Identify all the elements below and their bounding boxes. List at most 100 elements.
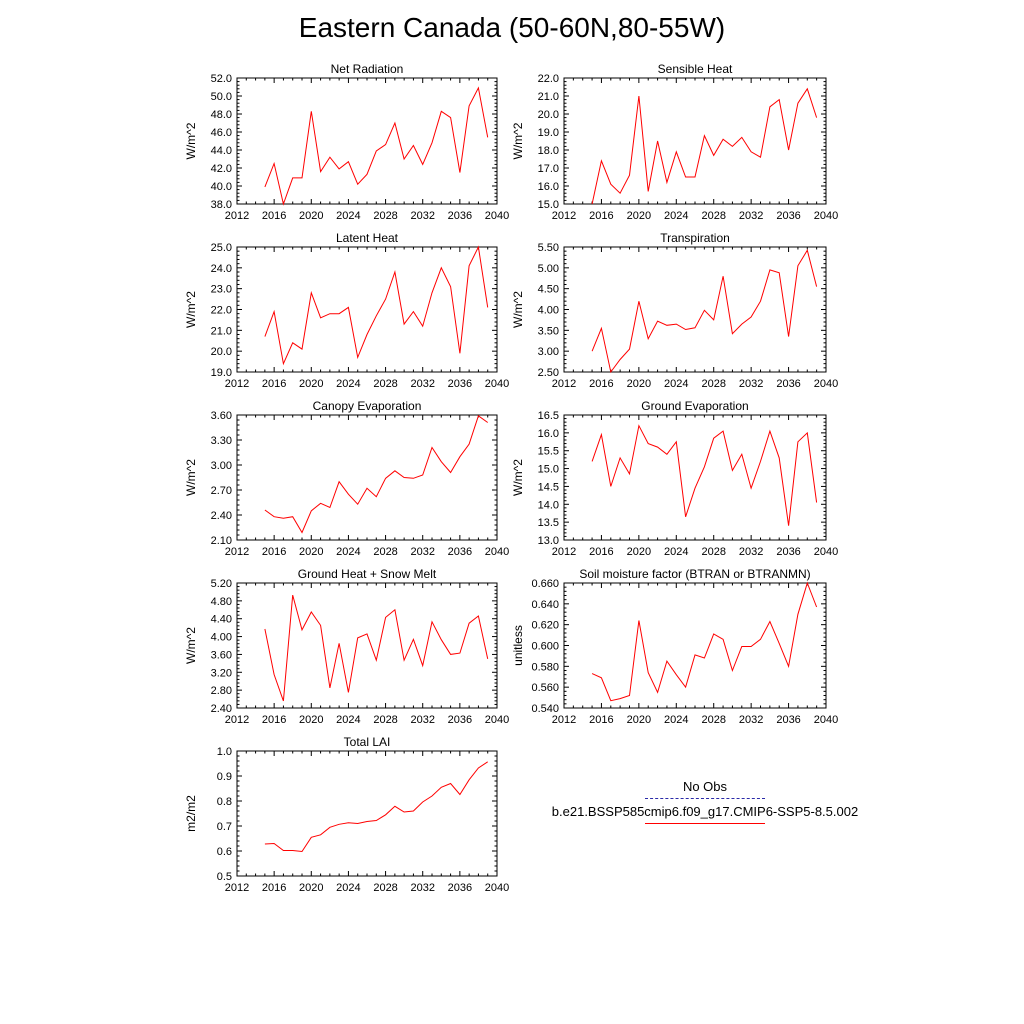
x-tick-label: 2012 bbox=[225, 546, 249, 558]
y-tick-label: 5.50 bbox=[538, 242, 559, 254]
y-tick-label: 15.0 bbox=[538, 199, 559, 211]
y-axis-label: m2/m2 bbox=[184, 795, 198, 832]
x-tick-label: 2016 bbox=[262, 882, 286, 894]
x-tick-label: 2012 bbox=[225, 882, 249, 894]
x-tick-label: 2032 bbox=[410, 714, 434, 726]
x-tick-label: 2016 bbox=[589, 714, 613, 726]
y-tick-label: 18.0 bbox=[538, 145, 559, 157]
y-tick-label: 1.0 bbox=[217, 746, 232, 758]
plot-frame bbox=[563, 582, 827, 709]
y-tick-label: 19.0 bbox=[211, 367, 232, 379]
y-tick-label: 16.5 bbox=[538, 410, 559, 422]
panel-title: Transpiration bbox=[660, 231, 730, 245]
y-tick-label: 3.00 bbox=[538, 346, 559, 358]
x-tick-label: 2028 bbox=[701, 378, 725, 390]
y-tick-label: 0.620 bbox=[531, 620, 559, 632]
x-tick-label: 2020 bbox=[299, 714, 323, 726]
y-tick-label: 2.50 bbox=[538, 367, 559, 379]
x-tick-label: 2036 bbox=[776, 546, 800, 558]
y-tick-label: 50.0 bbox=[211, 91, 232, 103]
x-tick-label: 2032 bbox=[739, 210, 763, 222]
x-tick-label: 2036 bbox=[448, 882, 472, 894]
y-tick-label: 13.5 bbox=[538, 517, 559, 529]
panel-3: Transpiration W/m^2 2012 2016 2020 2024 2028 20… bbox=[511, 231, 838, 390]
x-tick-label: 2016 bbox=[262, 210, 286, 222]
x-tick-label: 2028 bbox=[701, 714, 725, 726]
x-tick-label: 2024 bbox=[336, 210, 360, 222]
y-tick-label: 22.0 bbox=[538, 73, 559, 85]
y-tick-label: 16.0 bbox=[538, 181, 559, 193]
y-tick-label: 21.0 bbox=[211, 325, 232, 337]
x-tick-label: 2024 bbox=[664, 210, 688, 222]
y-tick-label: 38.0 bbox=[211, 199, 232, 211]
x-tick-label: 2032 bbox=[410, 378, 434, 390]
x-tick-label: 2040 bbox=[485, 714, 509, 726]
y-tick-label: 46.0 bbox=[211, 127, 232, 139]
panel-2: Latent Heat W/m^2 2012 2016 2020 2024 2028 2032… bbox=[184, 231, 509, 390]
y-tick-label: 15.5 bbox=[538, 446, 559, 458]
y-tick-label: 21.0 bbox=[538, 91, 559, 103]
y-tick-label: 20.0 bbox=[538, 109, 559, 121]
x-tick-label: 2036 bbox=[776, 378, 800, 390]
series-line bbox=[264, 245, 489, 366]
x-tick-label: 2024 bbox=[336, 882, 360, 894]
y-axis-label: W/m^2 bbox=[184, 459, 198, 496]
x-tick-label: 2012 bbox=[552, 210, 576, 222]
y-tick-label: 0.580 bbox=[531, 661, 559, 673]
x-tick-label: 2040 bbox=[485, 378, 509, 390]
panel-4: Canopy Evaporation W/m^2 2012 2016 2020 2024 2… bbox=[184, 399, 509, 558]
y-tick-label: 24.0 bbox=[211, 263, 232, 275]
y-axis-label: unitless bbox=[511, 625, 525, 666]
panel-8: Total LAI m2/m2 2012 2016 2020 2024 2028 2032 20… bbox=[184, 735, 509, 894]
legend-swatch-model bbox=[645, 823, 765, 824]
legend-swatch-obs bbox=[645, 798, 765, 799]
x-tick-label: 2028 bbox=[373, 210, 397, 222]
y-tick-label: 16.0 bbox=[538, 428, 559, 440]
series-line bbox=[591, 424, 818, 526]
plot-frame bbox=[236, 414, 498, 541]
x-tick-label: 2040 bbox=[485, 210, 509, 222]
y-tick-label: 44.0 bbox=[211, 145, 232, 157]
plot-frame bbox=[563, 414, 827, 541]
y-tick-label: 4.40 bbox=[211, 614, 232, 626]
x-tick-label: 2020 bbox=[299, 546, 323, 558]
y-tick-label: 19.0 bbox=[538, 127, 559, 139]
y-tick-label: 0.600 bbox=[531, 641, 559, 653]
series-line bbox=[591, 87, 818, 205]
x-tick-label: 2028 bbox=[373, 882, 397, 894]
y-tick-label: 2.10 bbox=[211, 535, 232, 547]
panel-7: Soil moisture factor (BTRAN or BTRANMN) u… bbox=[511, 567, 838, 726]
y-axis-label: W/m^2 bbox=[184, 122, 198, 159]
panel-title: Sensible Heat bbox=[658, 62, 733, 76]
y-tick-label: 3.00 bbox=[211, 460, 232, 472]
x-tick-label: 2028 bbox=[373, 714, 397, 726]
panel-title: Total LAI bbox=[344, 735, 391, 749]
legend-label-model: b.e21.BSSP585cmip6.f09_g17.CMIP6-SSP5-8.… bbox=[551, 804, 859, 819]
y-tick-label: 3.30 bbox=[211, 435, 232, 447]
x-tick-label: 2036 bbox=[448, 378, 472, 390]
y-tick-label: 22.0 bbox=[211, 305, 232, 317]
x-tick-label: 2040 bbox=[814, 546, 838, 558]
y-tick-label: 0.6 bbox=[217, 846, 232, 858]
y-axis-label: W/m^2 bbox=[184, 291, 198, 328]
y-tick-label: 3.50 bbox=[538, 325, 559, 337]
y-axis-label: W/m^2 bbox=[511, 459, 525, 496]
x-tick-label: 2024 bbox=[664, 714, 688, 726]
y-tick-label: 20.0 bbox=[211, 346, 232, 358]
x-tick-label: 2016 bbox=[262, 378, 286, 390]
x-tick-label: 2036 bbox=[776, 714, 800, 726]
y-tick-label: 48.0 bbox=[211, 109, 232, 121]
x-tick-label: 2012 bbox=[552, 378, 576, 390]
x-tick-label: 2020 bbox=[299, 882, 323, 894]
x-tick-label: 2040 bbox=[485, 882, 509, 894]
x-tick-label: 2020 bbox=[299, 378, 323, 390]
y-tick-label: 4.00 bbox=[538, 305, 559, 317]
panel-1: Sensible Heat W/m^2 2012 2016 2020 2024 2028 20… bbox=[511, 62, 838, 222]
x-tick-label: 2016 bbox=[589, 378, 613, 390]
x-tick-label: 2040 bbox=[814, 378, 838, 390]
y-tick-label: 0.640 bbox=[531, 599, 559, 611]
x-tick-label: 2036 bbox=[448, 714, 472, 726]
x-tick-label: 2020 bbox=[627, 714, 651, 726]
x-tick-label: 2032 bbox=[410, 546, 434, 558]
series-line bbox=[264, 414, 488, 534]
